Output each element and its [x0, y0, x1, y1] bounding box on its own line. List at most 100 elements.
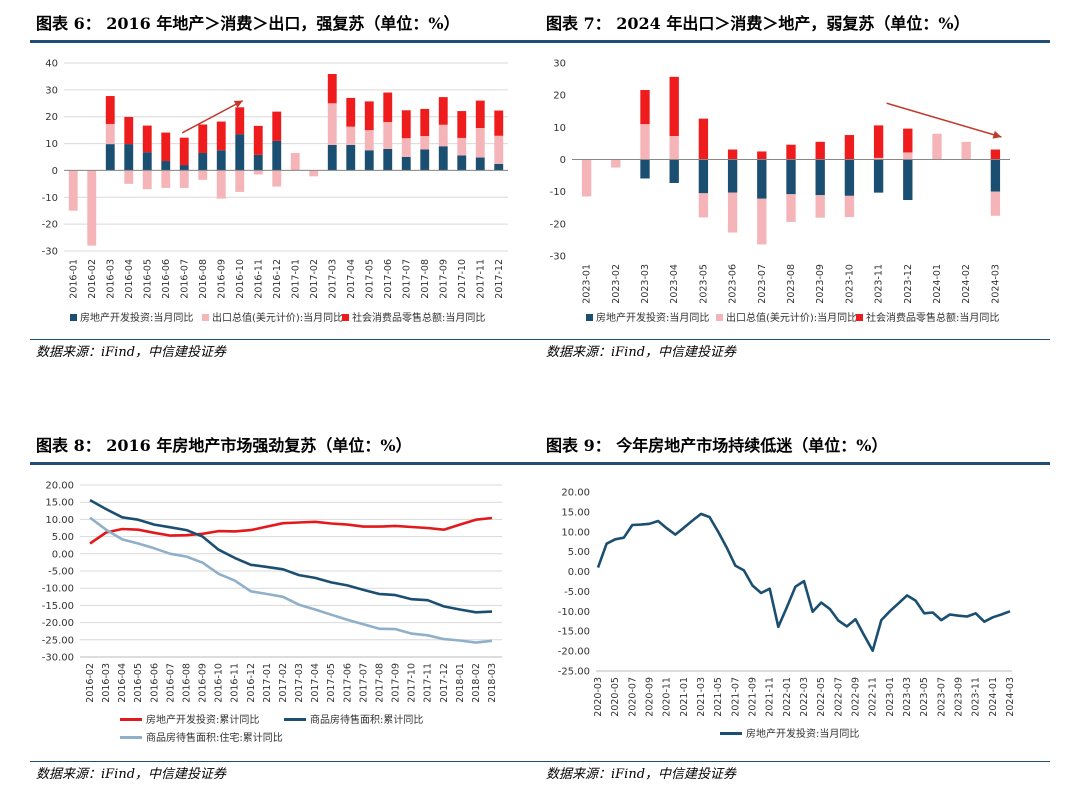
c9-x-tick-label: 2021-09: [748, 677, 759, 717]
c7-bar: [669, 136, 679, 160]
c9-x-tick-label: 2022-01: [782, 677, 793, 717]
c6-bar: [124, 116, 134, 145]
c7-bar: [990, 191, 1001, 216]
c7-bar: [786, 194, 796, 222]
c6-x-tick-label: 2016-10: [235, 259, 246, 299]
c6-legend-swatch: [70, 314, 77, 321]
c8-y-tick-label: 0.00: [52, 549, 74, 560]
c6-x-tick-label: 2017-02: [309, 259, 320, 299]
c6-bar: [346, 144, 356, 171]
c6-bar: [68, 170, 78, 211]
c9-y-tick-label: 15.00: [561, 507, 590, 518]
c7-y-tick-label: -10: [550, 187, 566, 198]
chart-7-title: 图表 7： 2024 年出口＞消费＞地产，弱复苏（单位：%）: [546, 14, 970, 33]
c6-x-tick-label: 2016-08: [198, 259, 209, 299]
c6-bar: [457, 137, 467, 156]
c9-y-tick-label: -15.00: [558, 627, 590, 638]
c8-series-line: [89, 498, 493, 614]
c6-x-tick-label: 2016-05: [142, 259, 153, 299]
c9-y-tick-label: -10.00: [558, 607, 590, 618]
c6-bar: [105, 144, 115, 171]
c7-bar: [640, 90, 650, 125]
c6-bar: [272, 170, 282, 187]
c7-bar: [990, 159, 1001, 192]
c6-bar: [401, 157, 411, 171]
c6-legend-swatch: [342, 314, 349, 321]
c8-x-tick-label: 2017-09: [391, 663, 402, 703]
chart-9-title-rule: [540, 462, 1050, 465]
c9-x-tick-label: 2020-09: [645, 677, 656, 717]
c6-bar: [253, 154, 263, 171]
chart-8-title-rule: [30, 462, 540, 465]
c6-bar: [327, 144, 337, 171]
c6-x-tick-label: 2017-12: [494, 259, 505, 299]
c7-bar: [786, 144, 796, 160]
c7-bar: [815, 195, 825, 218]
c8-x-tick-label: 2018-01: [455, 663, 466, 703]
c7-x-tick-label: 2023-11: [874, 264, 885, 304]
c6-bar: [346, 97, 356, 127]
c8-series-line: [89, 516, 493, 644]
c7-legend-swatch: [586, 314, 593, 321]
c6-x-tick-label: 2017-04: [346, 259, 357, 299]
c8-series-line: [89, 516, 493, 545]
c7-bar: [727, 149, 738, 160]
c7-bar: [903, 152, 913, 160]
c7-bar: [990, 149, 1001, 160]
c7-bar: [669, 159, 679, 183]
c9-x-tick-label: 2020-11: [662, 677, 673, 717]
c8-x-tick-label: 2016-07: [165, 663, 176, 703]
c9-x-tick-label: 2023-03: [902, 677, 913, 717]
panel-chart-7: 图表 7： 2024 年出口＞消费＞地产，弱复苏（单位：%） -30 -20 -10…: [540, 8, 1050, 366]
c7-bar: [903, 159, 913, 201]
c6-bar: [364, 150, 374, 171]
c7-x-tick-label: 2023-08: [786, 264, 797, 304]
panel-chart-6: 图表 6： 2016 年地产＞消费＞出口，强复苏（单位：%） -30 -20 -10…: [30, 8, 540, 366]
c6-legend-label: 社会消费品零售总额:当月同比: [352, 311, 485, 324]
c9-x-tick-label: 2022-05: [816, 677, 827, 717]
chart-8-source: 数据来源：iFind，中信建投证券: [36, 767, 227, 782]
c7-bar: [903, 128, 913, 153]
c6-bar: [235, 134, 245, 171]
c8-x-tick-label: 2016-10: [214, 663, 225, 703]
c6-bar: [346, 126, 356, 145]
c6-bar: [383, 122, 393, 149]
c6-bar: [364, 130, 374, 151]
c9-x-tick-label: 2022-07: [833, 677, 844, 717]
c8-x-tick-label: 2017-05: [326, 663, 337, 703]
c6-legend-label: 房地产开发投资:当月同比: [80, 311, 193, 324]
c9-x-tick-label: 2021-01: [679, 677, 690, 717]
c7-annotation-arrow: [886, 102, 1002, 138]
c8-y-tick-label: 5.00: [52, 532, 74, 543]
c7-bar: [873, 157, 884, 160]
chart-9-bottom-rule: [540, 761, 1050, 762]
c9-y-tick-label: 10.00: [561, 527, 590, 538]
c9-y-tick-label: -25.00: [558, 667, 590, 678]
c6-bar: [420, 136, 430, 150]
chart-6-source: 数据来源：iFind，中信建投证券: [36, 345, 227, 360]
c6-bar: [457, 111, 467, 138]
c7-bar: [873, 125, 884, 158]
c8-legend-label: 商品房待售面积:住宅:累计同比: [146, 731, 283, 744]
c7-y-tick-label: 0: [560, 155, 566, 166]
c8-x-tick-label: 2017-11: [423, 663, 434, 703]
chart-6-bottom-rule: [30, 339, 540, 340]
c7-bar: [727, 192, 738, 233]
chart-9-title: 图表 9： 今年房地产市场持续低迷（单位：%）: [546, 436, 888, 455]
panel-chart-8: 图表 8： 2016 年房地产市场强劲复苏（单位：%） -30.00 -25.00…: [30, 430, 540, 788]
c6-bar: [420, 108, 430, 137]
c6-bar: [272, 140, 282, 171]
c9-y-tick-label: -20.00: [558, 647, 590, 658]
c8-y-tick-label: -5.00: [48, 567, 74, 578]
c6-bar: [198, 124, 208, 153]
c9-x-tick-label: 2022-03: [799, 677, 810, 717]
c6-x-tick-label: 2017-01: [290, 259, 301, 299]
c6-bar: [290, 152, 300, 171]
c9-x-tick-label: 2023-05: [919, 677, 930, 717]
c6-bar: [161, 132, 171, 162]
c6-x-tick-label: 2017-06: [383, 259, 394, 299]
c6-x-tick-label: 2017-09: [438, 259, 449, 299]
c9-x-tick-label: 2021-05: [713, 677, 724, 717]
c9-x-tick-label: 2021-11: [765, 677, 776, 717]
c8-x-tick-label: 2017-10: [407, 663, 418, 703]
